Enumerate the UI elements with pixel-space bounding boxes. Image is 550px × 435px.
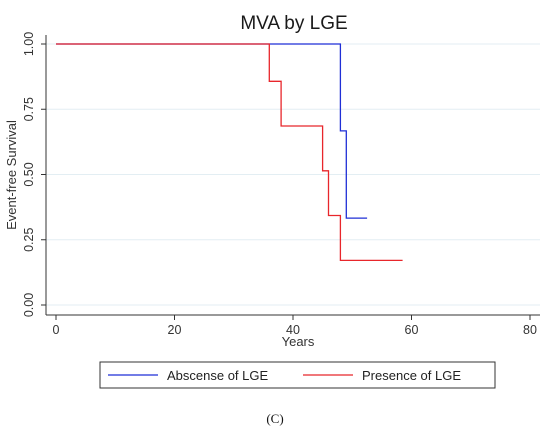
axis-ticks: 0.00 0.25 0.50 0.75 1.00 0 20 40 60 80	[22, 32, 537, 337]
y-tick-label: 0.25	[22, 228, 36, 252]
y-tick-label: 0.50	[22, 162, 36, 186]
x-tick-label: 40	[286, 323, 300, 337]
legend: Abscense of LGE Presence of LGE	[99, 361, 496, 389]
figure-caption: (C)	[266, 411, 283, 426]
legend-label-1: Abscense of LGE	[167, 368, 268, 383]
y-axis-title: Event-free Survival	[4, 120, 19, 230]
y-tick-label: 0.75	[22, 97, 36, 121]
series-line-1	[56, 43, 368, 219]
x-tick-label: 80	[523, 323, 537, 337]
x-axis-title: Years	[282, 334, 315, 349]
chart-title: MVA by LGE	[240, 13, 347, 34]
x-tick-label: 20	[168, 323, 182, 337]
x-tick-label: 0	[53, 323, 60, 337]
grid-lines	[46, 43, 540, 306]
series-line-2	[56, 43, 403, 262]
y-tick-label: 1.00	[22, 32, 36, 56]
x-tick-label: 60	[405, 323, 419, 337]
y-tick-label: 0.00	[22, 293, 36, 317]
series-lines	[56, 43, 403, 262]
legend-box	[99, 361, 496, 389]
legend-label-2: Presence of LGE	[362, 368, 461, 383]
